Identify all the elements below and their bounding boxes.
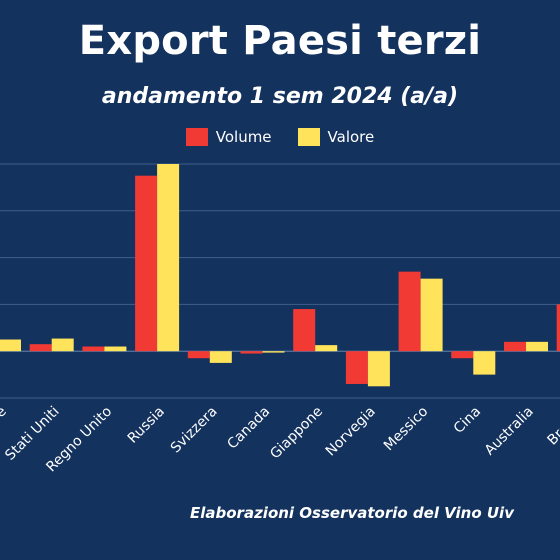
bar-volume-9: [451, 351, 474, 359]
bar-valore-5: [262, 351, 285, 353]
bar-volume-2: [82, 346, 105, 352]
x-tick-label-10: Australia: [482, 404, 537, 459]
x-tick-label-9: Cina: [451, 404, 484, 437]
bar-valore-2: [104, 346, 127, 352]
bar-volume-1: [29, 344, 52, 352]
bar-volume-7: [345, 351, 368, 384]
bar-volume-4: [187, 351, 210, 359]
bar-valore-0: [0, 339, 21, 352]
legend-swatch-volume: [185, 128, 208, 146]
bar-valore-6: [315, 345, 338, 352]
x-tick-label-7: Norvegia: [323, 404, 379, 460]
x-tick-label-0: Totale: [0, 404, 10, 445]
x-tick-label-8: Messico: [381, 404, 432, 455]
x-tick-label-4: Svizzera: [168, 404, 221, 457]
bar-volume-6: [293, 309, 316, 352]
bar-valore-3: [157, 164, 180, 352]
bar-valore-1: [51, 338, 74, 352]
chart-subtitle: andamento 1 sem 2024 (a/a): [101, 84, 459, 109]
bar-valore-8: [420, 278, 443, 352]
x-tick-label-6: Giappone: [267, 404, 326, 463]
x-tick-label-5: Canada: [224, 404, 273, 453]
bar-volume-10: [504, 341, 526, 352]
legend-label-valore: Valore: [327, 128, 375, 146]
bar-valore-10: [526, 341, 548, 352]
bar-valore-7: [367, 351, 390, 387]
legend-label-volume: Volume: [215, 128, 272, 146]
bar-volume-8: [398, 271, 421, 352]
chart-footer: Elaborazioni Osservatorio del Vino Uiv: [190, 504, 514, 522]
bar-valore-9: [473, 351, 496, 375]
legend-swatch-valore: [297, 128, 320, 146]
x-tick-label-3: Russia: [125, 404, 168, 447]
legend-item-valore: Valore: [297, 128, 375, 146]
x-tick-label-11: Brasile: [545, 404, 560, 449]
bar-volume-5: [240, 351, 263, 354]
bar-valore-4: [209, 351, 232, 363]
chart-title: Export Paesi terzi: [78, 18, 482, 64]
bar-volume-3: [135, 175, 158, 352]
legend-item-volume: Volume: [185, 128, 272, 146]
bar-volume-11: [556, 304, 560, 352]
chart-legend: Volume Valore: [0, 128, 560, 146]
